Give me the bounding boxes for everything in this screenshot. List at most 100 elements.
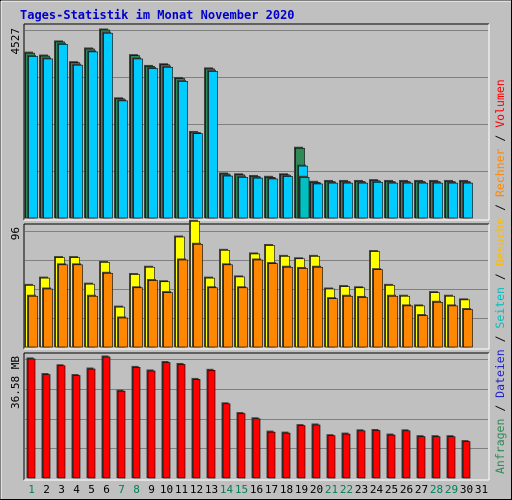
x-tick-label-day-29: 29 — [445, 483, 458, 496]
bar-volumen-day-17 — [267, 431, 276, 479]
right-series-legend: Anfragen / Dateien / Seiten / Besuche / … — [493, 79, 507, 474]
chart-title: Tages-Statistik im Monat November 2020 — [20, 8, 295, 22]
right-legend-part-2: / — [493, 398, 507, 419]
bar-rechner-day-16 — [253, 259, 263, 348]
x-tick-label-day-2: 2 — [43, 483, 50, 496]
bar-dateien-day-20 — [313, 183, 323, 219]
bar-rechner-day-27 — [418, 315, 428, 348]
bar-rechner-day-19 — [298, 268, 308, 348]
x-tick-label-day-11: 11 — [175, 483, 188, 496]
bar-dateien-day-25 — [388, 182, 398, 219]
bar-volumen-day-9 — [147, 370, 156, 479]
panels-group — [23, 23, 490, 481]
bar-volumen-day-25 — [387, 434, 396, 479]
bar-rechner-day-23 — [358, 297, 368, 348]
bar-dateien-day-4 — [73, 64, 83, 219]
bar-dateien-day-16 — [253, 177, 263, 219]
right-legend-part-11: Volumen — [493, 79, 507, 127]
bar-dateien-day-28 — [433, 182, 443, 219]
x-tick-label-day-15: 15 — [235, 483, 248, 496]
bar-dateien-day-18 — [283, 176, 293, 219]
bar-volumen-day-15 — [237, 413, 246, 479]
bar-volumen-day-23 — [357, 430, 366, 479]
bar-volumen-day-26 — [402, 430, 411, 479]
x-tick-label-day-25: 25 — [385, 483, 398, 496]
bar-dateien-day-11 — [178, 81, 188, 219]
right-legend-part-10: / — [493, 128, 507, 149]
bar-rechner-day-5 — [88, 295, 98, 348]
bar-volumen-day-3 — [57, 365, 66, 479]
x-tick-label-day-20: 20 — [310, 483, 323, 496]
bar-rechner-day-1 — [28, 295, 38, 348]
bar-volumen-day-13 — [207, 370, 216, 479]
bar-dateien-day-1 — [28, 56, 38, 219]
bar-volumen-day-10 — [162, 362, 171, 479]
bar-rechner-day-11 — [178, 259, 188, 348]
bar-volumen-day-20 — [312, 424, 321, 479]
x-tick-label-day-14: 14 — [220, 483, 234, 496]
bar-rechner-day-28 — [433, 301, 443, 348]
bar-seiten-day-19 — [299, 177, 310, 219]
bar-dateien-day-9 — [148, 68, 158, 219]
x-tick-label-day-28: 28 — [430, 483, 443, 496]
bar-rechner-day-8 — [133, 287, 143, 348]
bar-dateien-day-13 — [208, 71, 218, 219]
bar-rechner-day-9 — [148, 280, 158, 348]
bar-dateien-day-26 — [403, 182, 413, 219]
bar-volumen-day-8 — [132, 367, 141, 479]
y-axis-max-label-volume: 36.58 MB — [9, 356, 22, 409]
y-axis-labels: 4527 96 36.58 MB — [9, 28, 22, 409]
bar-rechner-day-17 — [268, 263, 278, 348]
bar-dateien-day-21 — [328, 182, 338, 219]
x-tick-label-day-10: 10 — [160, 483, 173, 496]
bar-dateien-day-7 — [118, 100, 128, 219]
bar-volumen-day-12 — [192, 379, 201, 479]
bar-volumen-day-21 — [327, 435, 336, 479]
right-legend-part-6: / — [493, 266, 507, 287]
x-tick-label-day-7: 7 — [118, 483, 125, 496]
bar-rechner-day-25 — [388, 295, 398, 348]
bar-volumen-day-1 — [27, 358, 36, 479]
bar-dateien-day-24 — [373, 181, 383, 219]
x-tick-label-day-19: 19 — [295, 483, 308, 496]
panel-visits — [23, 219, 490, 350]
x-tick-label-day-12: 12 — [190, 483, 203, 496]
x-tick-label-day-3: 3 — [58, 483, 65, 496]
bar-rechner-day-24 — [373, 269, 383, 348]
bar-rechner-day-2 — [43, 288, 53, 348]
bar-dateien-day-12 — [193, 133, 203, 219]
bar-dateien-day-8 — [133, 58, 143, 219]
x-tick-label-day-23: 23 — [355, 483, 368, 496]
panel-hits — [23, 23, 490, 221]
bar-volumen-day-6 — [102, 356, 111, 479]
bar-dateien-day-30 — [463, 182, 473, 219]
x-tick-label-day-18: 18 — [280, 483, 293, 496]
bar-volumen-day-4 — [72, 375, 81, 479]
bar-dateien-day-14 — [223, 175, 233, 219]
right-legend-part-5: Seiten — [493, 287, 507, 329]
right-legend-part-9: Rechner — [493, 148, 507, 197]
bar-rechner-day-22 — [343, 295, 353, 348]
bar-dateien-day-3 — [58, 44, 68, 219]
bar-volumen-day-5 — [87, 368, 96, 479]
bar-rechner-day-26 — [403, 305, 413, 348]
bar-volumen-day-18 — [282, 432, 291, 479]
x-tick-label-day-17: 17 — [265, 483, 278, 496]
bar-rechner-day-4 — [73, 264, 83, 348]
x-tick-label-day-9: 9 — [148, 483, 155, 496]
bar-volumen-day-27 — [417, 436, 426, 479]
bar-dateien-day-15 — [238, 177, 248, 219]
x-tick-label-day-13: 13 — [205, 483, 218, 496]
bar-rechner-day-7 — [118, 317, 128, 348]
bar-dateien-day-2 — [43, 58, 53, 219]
right-legend-part-1: Anfragen — [493, 419, 507, 474]
bar-dateien-day-22 — [343, 182, 353, 219]
bar-dateien-day-5 — [88, 51, 98, 219]
x-tick-label-day-1: 1 — [28, 483, 35, 496]
x-tick-label-day-16: 16 — [250, 483, 263, 496]
bar-volumen-day-22 — [342, 433, 351, 479]
bar-rechner-day-30 — [463, 309, 473, 348]
bar-dateien-day-23 — [358, 182, 368, 219]
bar-rechner-day-6 — [103, 272, 113, 348]
